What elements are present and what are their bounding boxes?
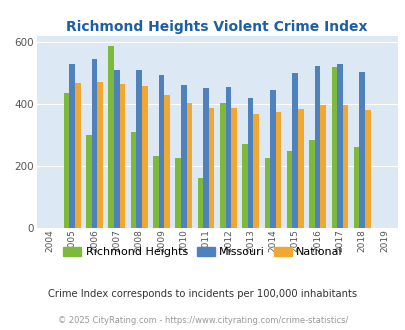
Bar bbox=[320, 105, 325, 228]
Bar bbox=[175, 158, 181, 228]
Bar bbox=[253, 115, 258, 228]
Bar bbox=[86, 135, 92, 228]
Bar bbox=[297, 110, 303, 228]
Bar bbox=[69, 64, 75, 228]
Bar bbox=[97, 82, 102, 228]
Bar bbox=[247, 98, 253, 228]
Text: © 2025 CityRating.com - https://www.cityrating.com/crime-statistics/: © 2025 CityRating.com - https://www.city… bbox=[58, 316, 347, 325]
Bar bbox=[331, 67, 336, 228]
Bar bbox=[92, 58, 97, 228]
Bar bbox=[142, 86, 147, 228]
Bar bbox=[342, 105, 347, 228]
Bar bbox=[275, 112, 281, 228]
Bar bbox=[364, 110, 370, 228]
Bar bbox=[353, 147, 358, 228]
Bar bbox=[164, 95, 169, 228]
Bar bbox=[186, 103, 192, 228]
Bar bbox=[230, 108, 236, 228]
Bar bbox=[269, 90, 275, 228]
Bar bbox=[136, 70, 142, 228]
Legend: Richmond Heights, Missouri, National: Richmond Heights, Missouri, National bbox=[59, 243, 346, 262]
Bar bbox=[314, 66, 320, 228]
Bar bbox=[119, 83, 125, 228]
Bar bbox=[220, 103, 225, 228]
Title: Richmond Heights Violent Crime Index: Richmond Heights Violent Crime Index bbox=[66, 20, 367, 34]
Bar bbox=[64, 93, 69, 228]
Bar bbox=[181, 85, 186, 228]
Bar bbox=[203, 88, 208, 228]
Bar bbox=[158, 75, 164, 228]
Bar bbox=[286, 151, 292, 228]
Bar bbox=[197, 178, 203, 228]
Bar bbox=[336, 64, 342, 228]
Bar bbox=[264, 158, 269, 228]
Bar bbox=[130, 132, 136, 228]
Bar bbox=[242, 144, 247, 228]
Bar bbox=[309, 140, 314, 228]
Bar bbox=[225, 86, 230, 228]
Bar bbox=[358, 72, 364, 228]
Bar bbox=[208, 108, 214, 228]
Text: Crime Index corresponds to incidents per 100,000 inhabitants: Crime Index corresponds to incidents per… bbox=[48, 289, 357, 299]
Bar bbox=[292, 73, 297, 228]
Bar bbox=[153, 156, 158, 228]
Bar bbox=[108, 46, 114, 228]
Bar bbox=[114, 70, 119, 228]
Bar bbox=[75, 83, 81, 228]
